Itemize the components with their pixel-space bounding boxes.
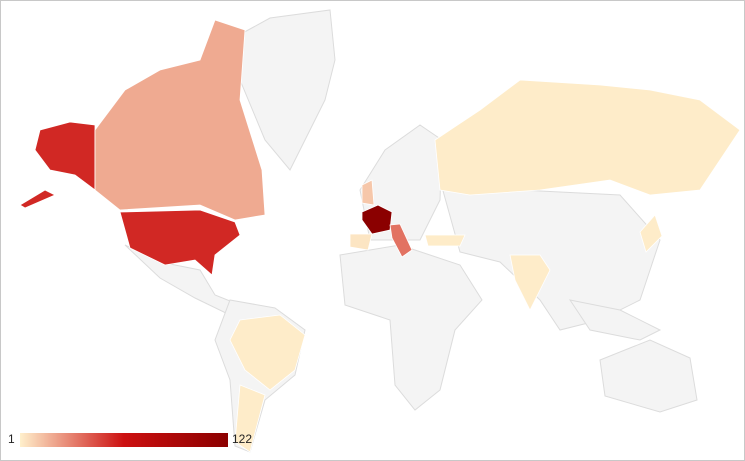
land — [599, 339, 698, 413]
region — [424, 234, 466, 247]
land — [229, 9, 336, 171]
legend-max-label: 122 — [232, 432, 252, 446]
region — [389, 223, 413, 258]
region — [19, 189, 56, 209]
region — [349, 233, 373, 251]
region — [234, 384, 266, 453]
land — [339, 244, 483, 411]
region — [94, 19, 266, 221]
region — [639, 214, 663, 253]
region — [229, 314, 306, 391]
region — [34, 121, 96, 191]
region — [361, 179, 375, 206]
region — [434, 79, 741, 196]
legend-min-label: 1 — [8, 432, 15, 446]
region — [119, 209, 241, 276]
regions — [19, 19, 741, 453]
color-legend-bar — [20, 433, 228, 447]
land — [568, 299, 662, 341]
region — [509, 254, 551, 311]
region — [361, 204, 393, 235]
